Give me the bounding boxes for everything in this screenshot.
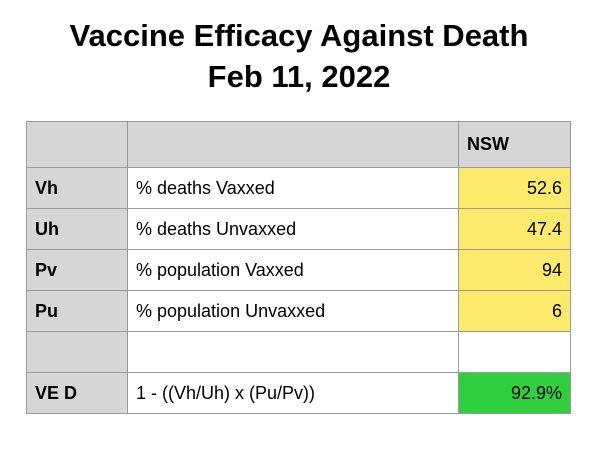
page-subtitle-date: Feb 11, 2022 (207, 59, 391, 94)
row-key: Vh (26, 167, 128, 209)
row-key (26, 331, 128, 373)
page-title: Vaccine Efficacy Against Death (69, 18, 529, 53)
table-header-row: NSW (26, 121, 571, 168)
row-value: 52.6 (458, 167, 571, 209)
row-value: 6 (458, 290, 571, 332)
header-cell-label (127, 121, 459, 168)
row-key: Uh (26, 208, 128, 250)
row-label: % population Unvaxxed (127, 290, 459, 332)
header-cell-region: NSW (458, 121, 571, 168)
row-formula: 1 - ((Vh/Uh) x (Pu/Pv)) (127, 372, 459, 414)
row-key: Pu (26, 290, 128, 332)
row-result-value: 92.9% (458, 372, 571, 414)
row-label: % deaths Vaxxed (127, 167, 459, 209)
table-row-pu: Pu % population Unvaxxed 6 (26, 290, 571, 332)
row-value (458, 331, 571, 373)
row-label (127, 331, 459, 373)
row-label: % deaths Unvaxxed (127, 208, 459, 250)
table-row-ve-d: VE D 1 - ((Vh/Uh) x (Pu/Pv)) 92.9% (26, 372, 571, 414)
table-row-uh: Uh % deaths Unvaxxed 47.4 (26, 208, 571, 250)
vaccine-efficacy-table: NSW Vh % deaths Vaxxed 52.6 Uh % deaths … (26, 121, 571, 414)
row-value: 47.4 (458, 208, 571, 250)
row-label: % population Vaxxed (127, 249, 459, 291)
table-row-pv: Pv % population Vaxxed 94 (26, 249, 571, 291)
row-key: Pv (26, 249, 128, 291)
table-row-vh: Vh % deaths Vaxxed 52.6 (26, 167, 571, 209)
row-value: 94 (458, 249, 571, 291)
table-row-blank (26, 331, 571, 373)
header-cell-key (26, 121, 128, 168)
row-key: VE D (26, 372, 128, 414)
